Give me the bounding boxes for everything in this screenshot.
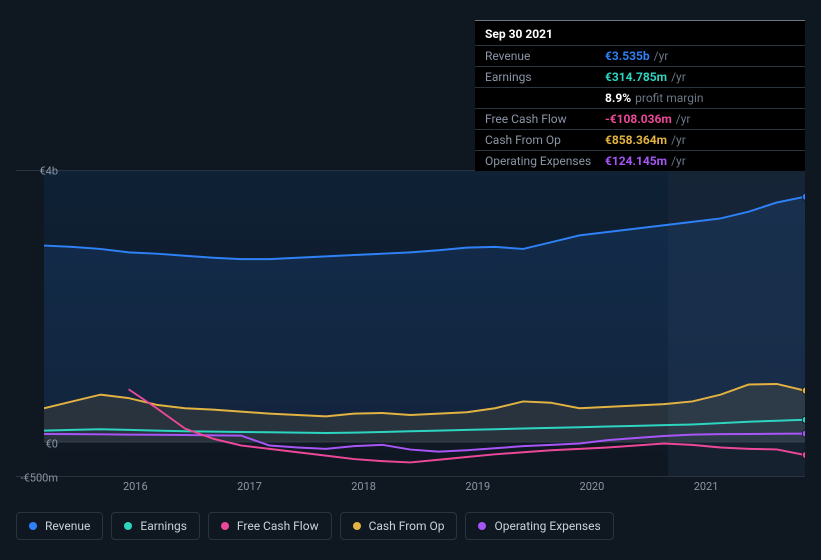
legend-item[interactable]: Revenue (16, 512, 103, 540)
legend-marker-icon (478, 522, 486, 530)
tooltip-value: €314.785m/yr (605, 70, 686, 84)
tooltip-date: Sep 30 2021 (475, 21, 805, 45)
chart-legend: Revenue Earnings Free Cash Flow Cash From O… (16, 512, 805, 540)
tooltip-value: €124.145m/yr (605, 154, 686, 168)
x-axis-label: 2017 (237, 480, 262, 493)
x-axis-label: 2019 (465, 480, 490, 493)
series-end-marker-operating_expenses (802, 430, 805, 437)
tooltip-label: Free Cash Flow (485, 112, 605, 126)
tooltip-row: Cash From Op€858.364m/yr (475, 129, 805, 150)
chart-tooltip: Sep 30 2021 Revenue€3.535b/yrEarnings€31… (475, 20, 805, 171)
tooltip-row: Earnings€314.785m/yr (475, 66, 805, 87)
financial-chart-container: Sep 30 2021 Revenue€3.535b/yrEarnings€31… (0, 0, 821, 560)
tooltip-row: Free Cash Flow-€108.036m/yr (475, 108, 805, 129)
tooltip-label: Cash From Op (485, 133, 605, 147)
tooltip-value: 8.9%profit margin (605, 91, 704, 105)
legend-item[interactable]: Cash From Op (340, 512, 458, 540)
chart-plot (44, 171, 805, 476)
series-end-marker-earnings (802, 416, 805, 423)
legend-label: Free Cash Flow (237, 519, 319, 533)
legend-marker-icon (124, 522, 132, 530)
tooltip-row: Operating Expenses€124.145m/yr (475, 150, 805, 171)
legend-label: Revenue (45, 519, 90, 533)
tooltip-value: -€108.036m/yr (605, 112, 691, 126)
legend-item[interactable]: Free Cash Flow (208, 512, 332, 540)
series-end-marker-cash_from_op (802, 387, 805, 394)
legend-marker-icon (353, 522, 361, 530)
y-axis-label: €0 (46, 437, 58, 450)
tooltip-label: Operating Expenses (485, 154, 605, 168)
tooltip-value: €3.535b/yr (605, 49, 668, 63)
series-end-marker-free_cash_flow (802, 452, 805, 459)
tooltip-rows: Revenue€3.535b/yrEarnings€314.785m/yr8.9… (475, 45, 805, 171)
tooltip-value: €858.364m/yr (605, 133, 686, 147)
series-end-marker-revenue (802, 193, 805, 200)
x-axis-label: 2021 (694, 480, 719, 493)
legend-marker-icon (29, 522, 37, 530)
legend-marker-icon (221, 522, 229, 530)
x-axis-label: 2018 (351, 480, 376, 493)
x-axis-label: 2020 (580, 480, 605, 493)
tooltip-row: Revenue€3.535b/yr (475, 45, 805, 66)
legend-label: Earnings (140, 519, 187, 533)
tooltip-label: Revenue (485, 49, 605, 63)
legend-item[interactable]: Earnings (111, 512, 200, 540)
tooltip-row: 8.9%profit margin (475, 87, 805, 108)
legend-label: Operating Expenses (494, 519, 600, 533)
y-axis-label: -€500m (21, 472, 58, 485)
tooltip-label (485, 91, 605, 105)
x-axis-label: 2016 (123, 480, 148, 493)
legend-label: Cash From Op (369, 519, 445, 533)
legend-item[interactable]: Operating Expenses (465, 512, 613, 540)
y-axis-label: €4b (39, 165, 58, 178)
tooltip-label: Earnings (485, 70, 605, 84)
chart-plot-area[interactable]: €4b€0-€500m (16, 170, 805, 477)
